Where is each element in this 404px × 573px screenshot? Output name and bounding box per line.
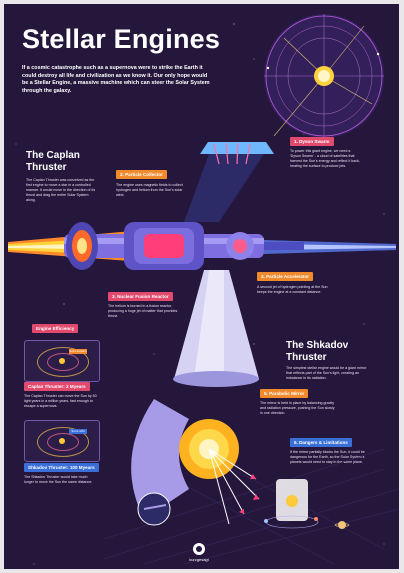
- kurzgesagt-logo-icon: [193, 543, 205, 555]
- text-parabolic-mirror: The mirror is held in place by balancing…: [260, 401, 335, 415]
- logo-text: kurzgesagt: [189, 557, 209, 562]
- tag-particle-accelerator: 4. Particle Accelerator: [257, 272, 314, 281]
- text-fusion-reactor: The helium is burned in a fusion reactor…: [108, 304, 178, 318]
- text-caplan-efficiency: The Caplan Thruster can move the Sun by …: [24, 394, 97, 408]
- tag-engine-efficiency: Engine Efficiency: [32, 324, 79, 333]
- shkadov-desc: The simplest stellar engine would be a g…: [286, 366, 367, 380]
- tag-dyson-swarm: 1. Dyson Swarm: [290, 137, 334, 146]
- shkadov-title: The Shkadov Thruster: [286, 340, 349, 363]
- caplan-thruster-illustration: [8, 142, 396, 387]
- tag-dangers: 6. Dangers & Limitations: [290, 438, 352, 447]
- caplan-title: The Caplan Thruster: [26, 150, 80, 173]
- tag-fusion-reactor: 3. Nuclear Fusion Reactor: [108, 292, 173, 301]
- tag-caplan-efficiency: Caplan Thruster: 2 Myears: [24, 382, 90, 391]
- tag-shkadov-efficiency: Shkadov Thruster: 100 Myears: [24, 463, 99, 472]
- poster: Stellar Engines If a cosmic catastrophe …: [4, 4, 399, 569]
- sun-orbit-label: Sun's orbit: [69, 429, 87, 434]
- text-dangers: If the mirror partially blocks the Sun, …: [290, 450, 365, 464]
- sun-location-label: Sun's location: [69, 349, 87, 354]
- tag-parabolic-mirror: 5. Parabolic Mirror: [260, 389, 309, 398]
- intro-text: If a cosmic catastrophe such as a supern…: [22, 65, 210, 94]
- text-particle-accelerator: A second jet of hydrogen pointing at the…: [257, 285, 328, 294]
- text-shkadov-efficiency: The Shkadov Thruster would take much lon…: [24, 475, 93, 484]
- text-dyson-swarm: To power this giant engine, we need a 'D…: [290, 149, 360, 168]
- dyson-swarm-illustration: [264, 14, 384, 138]
- shkadov-efficiency-panel: Sun's orbit: [24, 420, 100, 462]
- text-particle-collector: The engine uses magnetic fields to colle…: [116, 183, 183, 197]
- page-title: Stellar Engines: [22, 24, 221, 54]
- tag-particle-collector: 2. Particle Collector: [116, 170, 167, 179]
- caplan-efficiency-panel: Sun's location: [24, 340, 100, 382]
- caplan-desc: The Caplan Thruster was conceived as the…: [26, 178, 96, 202]
- shkadov-illustration: [103, 399, 399, 565]
